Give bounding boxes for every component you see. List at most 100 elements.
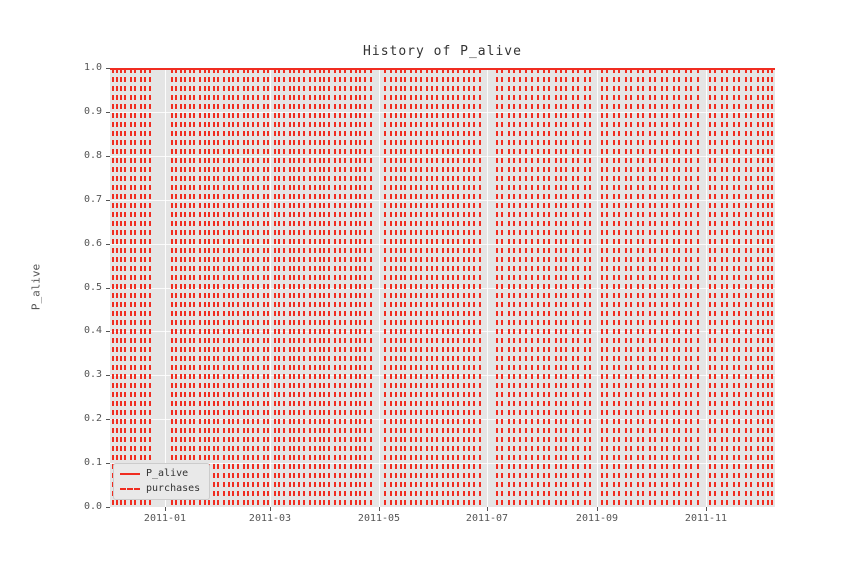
purchase-line bbox=[134, 68, 136, 507]
x-tick-mark bbox=[165, 507, 166, 511]
purchase-line bbox=[404, 68, 406, 507]
purchase-line bbox=[447, 68, 449, 507]
x-tick-mark bbox=[270, 507, 271, 511]
purchase-line bbox=[757, 68, 759, 507]
y-tick-mark bbox=[106, 156, 110, 157]
purchase-line bbox=[479, 68, 481, 507]
purchase-line bbox=[344, 68, 346, 507]
purchase-line bbox=[180, 68, 182, 507]
purchase-line bbox=[531, 68, 533, 507]
purchase-line bbox=[370, 68, 372, 507]
purchase-line bbox=[309, 68, 311, 507]
y-tick-label: 1.0 bbox=[83, 62, 102, 73]
purchase-line bbox=[237, 68, 239, 507]
purchase-line bbox=[525, 68, 527, 507]
purchase-line bbox=[303, 68, 305, 507]
purchase-line bbox=[762, 68, 764, 507]
purchase-line bbox=[410, 68, 412, 507]
purchase-line bbox=[496, 68, 498, 507]
purchase-line bbox=[319, 68, 321, 507]
y-tick-label: 0.8 bbox=[83, 150, 102, 161]
legend-item-p-alive: P_alive bbox=[120, 468, 200, 480]
y-tick-mark bbox=[106, 331, 110, 332]
y-tick-mark bbox=[106, 112, 110, 113]
purchase-line bbox=[252, 68, 254, 507]
purchase-line bbox=[625, 68, 627, 507]
purchase-line bbox=[298, 68, 300, 507]
y-tick-label: 0.0 bbox=[83, 501, 102, 512]
y-tick-label: 0.3 bbox=[83, 369, 102, 380]
plot-area bbox=[110, 68, 775, 508]
purchase-line bbox=[334, 68, 336, 507]
purchase-line bbox=[140, 68, 142, 507]
purchase-line bbox=[642, 68, 644, 507]
purchase-line bbox=[560, 68, 562, 507]
purchase-line bbox=[426, 68, 428, 507]
purchase-line bbox=[613, 68, 615, 507]
purchase-line bbox=[726, 68, 728, 507]
purchase-line bbox=[120, 68, 122, 507]
purchase-line bbox=[228, 68, 230, 507]
purchase-line bbox=[359, 68, 361, 507]
purchase-line bbox=[257, 68, 259, 507]
purchase-line bbox=[355, 68, 357, 507]
purchase-line bbox=[519, 68, 521, 507]
legend-item-purchases: purchases bbox=[120, 483, 200, 495]
y-tick-mark bbox=[106, 68, 110, 69]
y-tick-label: 0.7 bbox=[83, 194, 102, 205]
dashed-line-sample-icon bbox=[120, 488, 140, 490]
purchase-line bbox=[232, 68, 234, 507]
purchase-line bbox=[537, 68, 539, 507]
purchase-line bbox=[654, 68, 656, 507]
purchase-line bbox=[685, 68, 687, 507]
purchase-line bbox=[690, 68, 692, 507]
purchase-line bbox=[293, 68, 295, 507]
legend: P_alive purchases bbox=[113, 463, 211, 500]
purchase-line bbox=[184, 68, 186, 507]
x-gridline bbox=[597, 68, 598, 507]
x-gridline bbox=[706, 68, 707, 507]
y-tick-label: 0.5 bbox=[83, 282, 102, 293]
purchase-line bbox=[436, 68, 438, 507]
purchase-line bbox=[314, 68, 316, 507]
purchase-line bbox=[589, 68, 591, 507]
purchase-line bbox=[289, 68, 291, 507]
purchase-line bbox=[267, 68, 269, 507]
purchase-line bbox=[577, 68, 579, 507]
y-gridline bbox=[110, 507, 775, 508]
y-tick-label: 0.6 bbox=[83, 238, 102, 249]
purchase-line bbox=[350, 68, 352, 507]
purchase-line bbox=[661, 68, 663, 507]
purchase-line bbox=[543, 68, 545, 507]
x-tick-mark bbox=[706, 507, 707, 511]
purchase-line bbox=[442, 68, 444, 507]
x-tick-label: 2011-09 bbox=[575, 513, 619, 524]
x-tick-label: 2011-03 bbox=[248, 513, 292, 524]
purchase-line bbox=[463, 68, 465, 507]
x-tick-mark bbox=[379, 507, 380, 511]
purchase-line bbox=[283, 68, 285, 507]
purchase-line bbox=[395, 68, 397, 507]
purchase-line bbox=[420, 68, 422, 507]
purchase-line bbox=[323, 68, 325, 507]
purchase-line bbox=[223, 68, 225, 507]
legend-label-p-alive: P_alive bbox=[146, 468, 189, 479]
purchase-line bbox=[714, 68, 716, 507]
purchase-line bbox=[243, 68, 245, 507]
purchase-line bbox=[750, 68, 752, 507]
purchase-line bbox=[548, 68, 550, 507]
purchase-line bbox=[601, 68, 603, 507]
purchase-line bbox=[771, 68, 773, 507]
purchase-line bbox=[565, 68, 567, 507]
y-tick-label: 0.1 bbox=[83, 457, 102, 468]
purchase-line bbox=[384, 68, 386, 507]
purchase-line bbox=[709, 68, 711, 507]
y-tick-label: 0.4 bbox=[83, 325, 102, 336]
purchase-line bbox=[649, 68, 651, 507]
purchase-line bbox=[678, 68, 680, 507]
y-tick-mark bbox=[106, 507, 110, 508]
purchase-line bbox=[204, 68, 206, 507]
purchase-line bbox=[738, 68, 740, 507]
legend-label-purchases: purchases bbox=[146, 483, 201, 494]
purchase-line bbox=[189, 68, 191, 507]
